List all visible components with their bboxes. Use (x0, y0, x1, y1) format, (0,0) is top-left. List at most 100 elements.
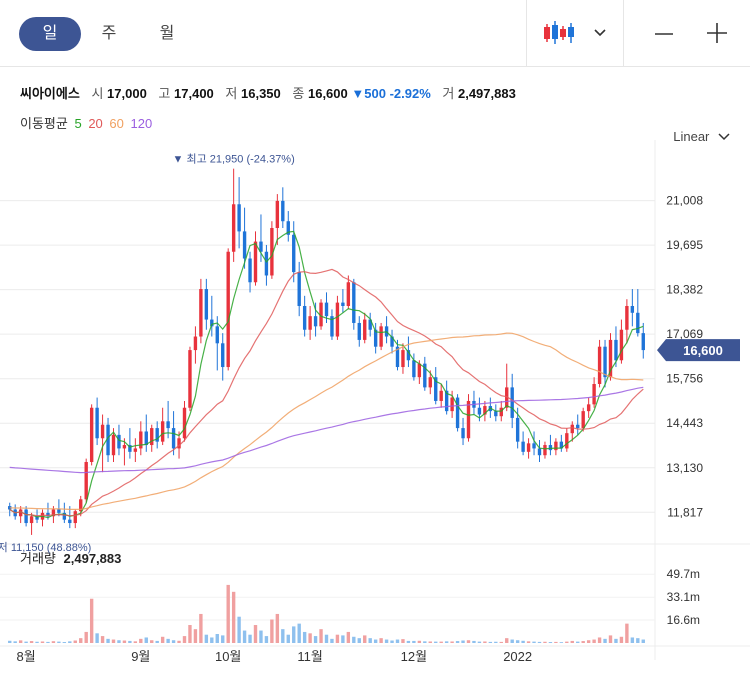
chevron-down-icon[interactable] (594, 25, 606, 43)
volume-bar (237, 616, 241, 643)
candle-body (357, 322, 361, 340)
candle-body (641, 333, 645, 351)
candle-body (51, 509, 56, 517)
scale-mode-dropdown[interactable]: Linear (673, 129, 730, 144)
volume-bar (368, 638, 372, 643)
volume-bar (434, 641, 438, 643)
volume-bar (171, 640, 176, 643)
volume-bar (548, 642, 553, 643)
volume-bar (24, 641, 28, 643)
volume-bar (182, 636, 187, 643)
volume-bar (570, 640, 574, 643)
candle-body (193, 336, 198, 351)
volume-bar (40, 641, 45, 643)
candle-body (155, 428, 159, 442)
volume-bar (302, 631, 307, 643)
candle-body (352, 282, 356, 323)
candle-body (84, 462, 88, 500)
volume-bar (150, 640, 154, 643)
low-annotation: ▲ 최저 11,150 (48.88%) (0, 541, 91, 554)
period-tab-daily[interactable]: 일 (19, 17, 81, 51)
candle-body (29, 516, 34, 524)
candle-body (335, 302, 340, 337)
candle-body (483, 406, 487, 415)
volume-bar (619, 636, 624, 643)
volume-bar (592, 639, 596, 643)
candlestick-icon[interactable] (543, 18, 579, 48)
current-price-tag (657, 339, 740, 362)
low-label: 저 (225, 86, 238, 101)
ma-120-label: 120 (130, 116, 153, 131)
candle-body (297, 272, 301, 306)
volume-bar (122, 640, 127, 643)
candle-body (253, 241, 258, 283)
volume-bar (581, 641, 585, 643)
x-tick-label: 12월 (401, 649, 427, 664)
candle-body (264, 251, 269, 276)
x-tick-label: 9월 (131, 649, 150, 664)
candle-body (543, 445, 547, 456)
candle-body (461, 428, 465, 439)
minus-icon[interactable] (654, 24, 674, 49)
open-label: 시 (91, 86, 104, 101)
candle-body (559, 441, 564, 449)
volume-bar (554, 641, 558, 643)
volume-bar (319, 629, 323, 643)
candle-body (89, 407, 94, 462)
volume-bar (505, 638, 509, 643)
candle-body (177, 438, 181, 449)
candle-body (46, 512, 50, 517)
volume-bar (51, 641, 56, 643)
candle-body (428, 377, 432, 388)
candle-body (302, 306, 307, 330)
plus-icon[interactable] (706, 22, 728, 49)
close-label: 종 (292, 86, 305, 101)
candle-body (68, 519, 72, 524)
volume-bar (46, 641, 50, 643)
volume-bar (117, 640, 121, 643)
candle-body (281, 200, 285, 222)
candle-body (554, 441, 558, 451)
current-price-label: 16,600 (683, 343, 723, 358)
volume-bar (515, 640, 520, 643)
volume-bar (494, 641, 498, 643)
candle-body (625, 306, 629, 330)
period-tab-weekly[interactable]: 주 (101, 25, 117, 42)
y-tick-label: 13,130 (666, 461, 703, 475)
moving-average-legend[interactable]: 이동평균 5 20 60 120 (20, 113, 152, 132)
volume-bar (18, 640, 23, 643)
volume-bar (608, 635, 613, 643)
candle-body (576, 424, 580, 429)
candle-body (570, 424, 574, 434)
high-value: 17,400 (174, 86, 214, 101)
volume-bar (357, 638, 361, 643)
candle-body (586, 404, 591, 412)
chevron-down-icon (718, 133, 730, 141)
volume-bar (281, 629, 285, 643)
volume-bar (155, 640, 159, 643)
y-tick-label: 17,069 (666, 327, 703, 341)
volume-bar (308, 633, 312, 643)
volume-bar (373, 639, 378, 643)
candle-body (319, 302, 323, 327)
volume-bar (521, 640, 525, 643)
volume-bar (275, 613, 280, 643)
candle-body (57, 509, 61, 513)
price-summary: 씨아이에스 시 17,000 고 17,400 저 16,350 종 16,60… (20, 83, 516, 102)
candle-body (592, 384, 596, 405)
volume-tick-label: 49.7m (667, 567, 700, 581)
candle-body (95, 407, 99, 439)
volume-bar (641, 639, 645, 643)
volume-bar (488, 641, 493, 643)
volume-bar (423, 641, 427, 643)
high-label: 고 (158, 86, 171, 101)
volume-bar (412, 640, 416, 643)
period-tab-monthly[interactable]: 월 (159, 25, 175, 42)
candle-body (199, 289, 203, 337)
volume-bar (221, 635, 225, 643)
candle-body (368, 319, 372, 330)
candle-body (477, 407, 482, 415)
candle-body (395, 346, 400, 368)
candle-body (79, 499, 83, 512)
